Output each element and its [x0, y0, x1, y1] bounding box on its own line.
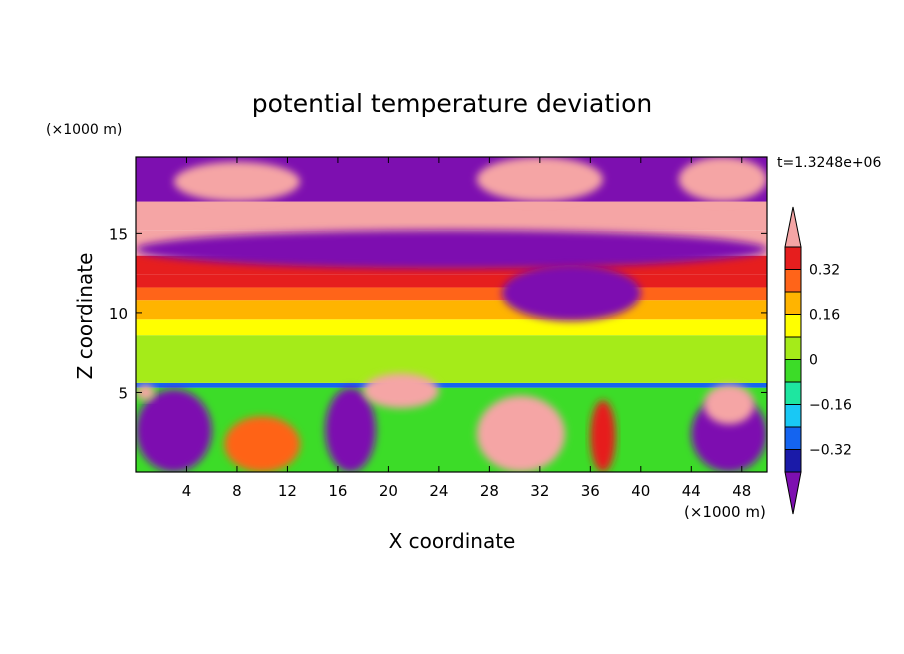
contour-band-1: [136, 382, 767, 388]
colorbar-segment-6: [784, 336, 802, 360]
contour-feature-3: [476, 395, 566, 472]
contour-field: [136, 157, 767, 472]
colorbar-segment-1: [784, 449, 802, 473]
colorbar-extend-low: [784, 471, 802, 515]
y-unit-label: (×1000 m): [46, 122, 122, 138]
contour-feature-9: [136, 230, 767, 269]
x-tick-label-10: 44: [682, 482, 701, 500]
colorbar-extend-high: [784, 206, 802, 248]
contour-feature-1: [224, 416, 301, 472]
colorbar-label-0: −0.32: [809, 443, 852, 459]
contour-feature-11: [173, 161, 301, 202]
y-tick-label-2: 15: [109, 225, 128, 243]
x-tick-label-0: 4: [182, 482, 192, 500]
contour-band-2: [136, 335, 767, 383]
contour-feature-6: [703, 384, 755, 425]
x-unit-label: (×1000 m): [684, 503, 766, 521]
contour-feature-13: [678, 157, 767, 202]
colorbar-label-2: 0: [809, 353, 818, 369]
colorbar-segment-7: [784, 314, 802, 338]
x-tick-label-1: 8: [232, 482, 242, 500]
contour-feature-7: [136, 384, 155, 401]
colorbar-segment-8: [784, 291, 802, 315]
contour-feature-12: [476, 157, 603, 202]
contour-feature-2: [325, 387, 376, 472]
colorbar-segment-2: [784, 426, 802, 450]
colorbar-label-1: −0.16: [809, 398, 852, 414]
colorbar-segment-10: [784, 246, 802, 270]
contour-feature-10: [501, 265, 641, 321]
contour-band-9: [136, 201, 767, 231]
x-axis: 4 8 12 16 20 24 28 32 36 40 44 48: [182, 157, 751, 500]
contour-band-3: [136, 319, 767, 336]
time-label: t=1.3248e+06: [777, 155, 881, 171]
colorbar-label-3: 0.16: [809, 308, 840, 324]
colorbar: −0.32 −0.16 0 0.16 0.32: [784, 206, 852, 515]
contour-band-6: [136, 274, 767, 288]
x-tick-label-6: 28: [480, 482, 499, 500]
colorbar-segment-5: [784, 359, 802, 383]
y-tick-label-0: 5: [118, 384, 128, 402]
x-tick-label-4: 20: [379, 482, 398, 500]
x-axis-label: X coordinate: [389, 529, 516, 553]
x-tick-label-8: 36: [581, 482, 600, 500]
x-tick-label-3: 16: [328, 482, 347, 500]
contour-band-4: [136, 300, 767, 320]
x-tick-label-7: 32: [530, 482, 549, 500]
chart-title: potential temperature deviation: [252, 89, 652, 118]
contour-feature-8: [363, 373, 439, 409]
plot-frame: [135, 156, 768, 473]
x-tick-label-9: 40: [631, 482, 650, 500]
x-tick-label-11: 48: [732, 482, 751, 500]
colorbar-label-4: 0.32: [809, 263, 840, 279]
colorbar-segment-3: [784, 404, 802, 428]
contour-feature-0: [136, 389, 212, 472]
x-tick-label-2: 12: [278, 482, 297, 500]
contour-feature-4: [590, 400, 616, 472]
y-axis-label: Z coordinate: [73, 253, 97, 380]
colorbar-segment-4: [784, 381, 802, 405]
colorbar-segment-9: [784, 269, 802, 293]
x-tick-label-5: 24: [429, 482, 448, 500]
contour-band-5: [136, 287, 767, 301]
y-tick-label-1: 10: [109, 305, 128, 323]
y-axis: 5 10 15: [109, 225, 767, 402]
